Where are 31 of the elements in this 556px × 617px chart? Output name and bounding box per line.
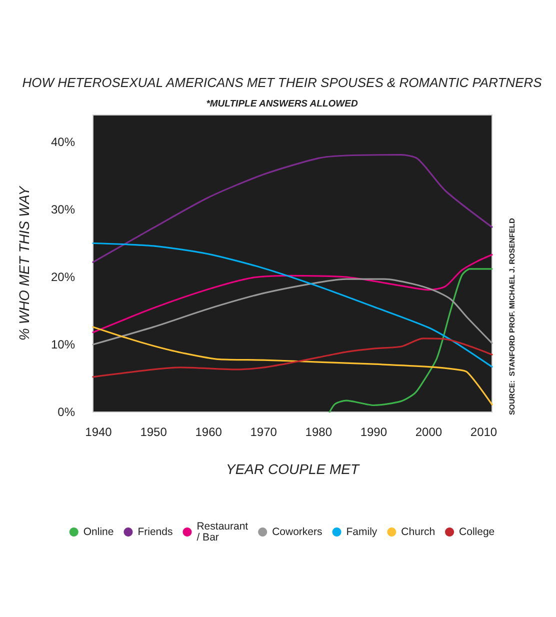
legend-label: Online bbox=[83, 526, 114, 538]
x-tick-label: 1950 bbox=[140, 425, 168, 439]
line-series bbox=[92, 278, 493, 346]
x-tick-label: 1990 bbox=[360, 425, 388, 439]
line-series bbox=[92, 154, 493, 263]
chart-title: HOW HETEROSEXUAL AMERICANS MET THEIR SPOUSES & ROMANTIC PARTNERS bbox=[22, 75, 542, 90]
legend-label: Friends bbox=[138, 526, 173, 538]
y-tick-label: 10% bbox=[50, 338, 76, 352]
line-series bbox=[92, 326, 493, 406]
x-tick-label: 1960 bbox=[195, 425, 222, 439]
chart-subtitle: *MULTIPLE ANSWERS ALLOWED bbox=[206, 98, 358, 110]
x-tick-label: 1970 bbox=[250, 425, 278, 439]
legend-label: Family bbox=[346, 526, 378, 538]
legend-label: College bbox=[459, 526, 495, 538]
y-tick-label: 40% bbox=[50, 135, 76, 149]
y-tick-label: 20% bbox=[50, 270, 76, 284]
x-axis-title: YEAR COUPLE MET bbox=[226, 461, 360, 477]
line-series bbox=[92, 242, 493, 368]
line-series bbox=[92, 254, 493, 334]
x-tick-label: 2000 bbox=[415, 425, 442, 439]
x-tick-label: 1940 bbox=[85, 425, 112, 439]
legend-label: Coworkers bbox=[272, 526, 322, 538]
line-series bbox=[328, 268, 493, 413]
legend-label: Restaurant / Bar bbox=[196, 520, 248, 544]
line-series bbox=[92, 338, 493, 378]
legend-label: Church bbox=[401, 526, 436, 538]
y-tick-label: 0% bbox=[58, 405, 76, 419]
x-tick-label: 2010 bbox=[470, 425, 498, 439]
x-tick-label: 1980 bbox=[305, 425, 332, 439]
y-axis-title: % WHO MET THIS WAY bbox=[16, 184, 32, 341]
y-tick-label: 30% bbox=[50, 202, 76, 216]
